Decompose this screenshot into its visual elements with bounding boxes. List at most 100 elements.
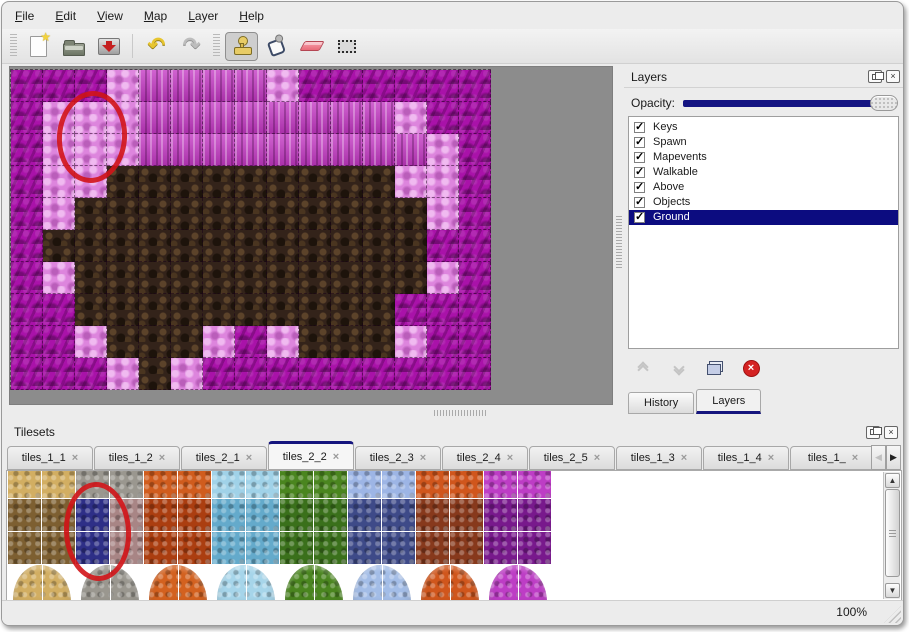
map-tile[interactable] xyxy=(331,294,363,326)
close-tab-icon[interactable]: × xyxy=(767,452,775,464)
scrollbar-thumb[interactable] xyxy=(885,489,900,577)
map-tile[interactable] xyxy=(459,166,491,198)
map-tile[interactable] xyxy=(395,326,427,358)
toolbar-drag-handle[interactable] xyxy=(10,34,17,58)
map-tile[interactable] xyxy=(171,70,203,102)
tileset-tab-tiles_2_1[interactable]: tiles_2_1 × xyxy=(181,446,267,470)
map-tile[interactable] xyxy=(107,166,139,198)
tileset-tile[interactable] xyxy=(314,499,347,531)
map-tile[interactable] xyxy=(427,326,459,358)
tileset-blob-tile[interactable] xyxy=(12,565,71,600)
map-tile[interactable] xyxy=(139,326,171,358)
delete-layer-button[interactable]: × xyxy=(738,357,764,379)
map-tile[interactable] xyxy=(395,102,427,134)
tileset-tile[interactable] xyxy=(42,499,75,531)
map-tile[interactable] xyxy=(459,70,491,102)
tileset-tile[interactable] xyxy=(246,532,279,564)
map-tile[interactable] xyxy=(107,102,139,134)
layer-visibility-checkbox[interactable]: ✓ xyxy=(634,196,645,208)
tileset-blob-tile[interactable] xyxy=(216,565,275,600)
map-tile[interactable] xyxy=(395,358,427,390)
map-tile[interactable] xyxy=(363,102,395,134)
map-tile[interactable] xyxy=(43,294,75,326)
tileset-tile[interactable] xyxy=(518,471,551,498)
close-tab-icon[interactable]: × xyxy=(71,452,79,464)
map-tile[interactable] xyxy=(395,198,427,230)
map-tile[interactable] xyxy=(299,198,331,230)
map-tile[interactable] xyxy=(395,230,427,262)
close-panel-button[interactable]: × xyxy=(884,425,898,439)
map-tile[interactable] xyxy=(11,102,43,134)
tileset-tab-tiles_2_2[interactable]: tiles_2_2 × xyxy=(268,441,354,470)
opacity-slider[interactable] xyxy=(683,95,898,111)
map-tile[interactable] xyxy=(235,230,267,262)
dock-tab-layers[interactable]: Layers xyxy=(696,389,762,414)
map-tile[interactable] xyxy=(203,358,235,390)
save-file-button[interactable] xyxy=(92,32,125,61)
vertical-splitter[interactable] xyxy=(615,66,623,405)
toolbar-drag-handle[interactable] xyxy=(213,34,220,58)
map-tile[interactable] xyxy=(75,230,107,262)
map-tile[interactable] xyxy=(11,230,43,262)
map-tile[interactable] xyxy=(75,198,107,230)
undo-button[interactable]: ↶ xyxy=(140,32,173,61)
map-tile[interactable] xyxy=(363,262,395,294)
map-tile[interactable] xyxy=(203,230,235,262)
tileset-blob-tile[interactable] xyxy=(488,565,547,600)
map-tile[interactable] xyxy=(11,198,43,230)
map-tile[interactable] xyxy=(107,198,139,230)
map-tile[interactable] xyxy=(363,70,395,102)
map-tile[interactable] xyxy=(203,326,235,358)
tileset-tab-tiles_2_5[interactable]: tiles_2_5 × xyxy=(529,446,615,470)
tileset-tile[interactable] xyxy=(280,471,313,498)
map-tile[interactable] xyxy=(43,134,75,166)
map-tile[interactable] xyxy=(427,294,459,326)
tileset-tile[interactable] xyxy=(484,532,517,564)
map-tile[interactable] xyxy=(267,262,299,294)
map-tile[interactable] xyxy=(299,326,331,358)
scroll-tabs-left-icon[interactable]: ◀ xyxy=(871,445,886,470)
tileset-tile[interactable] xyxy=(42,532,75,564)
duplicate-layer-button[interactable] xyxy=(702,357,728,379)
tileset-tile[interactable] xyxy=(144,471,177,498)
close-tab-icon[interactable]: × xyxy=(506,452,514,464)
map-tile[interactable] xyxy=(331,262,363,294)
map-tile[interactable] xyxy=(171,198,203,230)
tileset-blob-tile[interactable] xyxy=(352,565,411,600)
map-tile[interactable] xyxy=(75,262,107,294)
map-tile[interactable] xyxy=(171,166,203,198)
map-tile[interactable] xyxy=(299,70,331,102)
map-tile[interactable] xyxy=(363,198,395,230)
map-tile[interactable] xyxy=(395,134,427,166)
map-tile[interactable] xyxy=(107,134,139,166)
map-tile[interactable] xyxy=(11,70,43,102)
map-tile[interactable] xyxy=(139,102,171,134)
menu-map[interactable]: Map xyxy=(143,8,168,23)
map-tile[interactable] xyxy=(43,358,75,390)
map-tile[interactable] xyxy=(171,326,203,358)
map-tile[interactable] xyxy=(459,230,491,262)
tileset-tile[interactable] xyxy=(8,532,41,564)
tileset-tab-tiles_1_2[interactable]: tiles_1_2 × xyxy=(94,446,180,470)
map-tile[interactable] xyxy=(107,326,139,358)
map-tile[interactable] xyxy=(427,198,459,230)
map-tile[interactable] xyxy=(331,134,363,166)
tileset-tile[interactable] xyxy=(450,532,483,564)
map-tile[interactable] xyxy=(107,70,139,102)
map-tile[interactable] xyxy=(331,326,363,358)
map-tile[interactable] xyxy=(43,198,75,230)
map-tile[interactable] xyxy=(75,166,107,198)
close-tab-icon[interactable]: × xyxy=(419,452,427,464)
tileset-tile[interactable] xyxy=(382,532,415,564)
map-tile[interactable] xyxy=(11,358,43,390)
layer-visibility-checkbox[interactable]: ✓ xyxy=(634,211,645,223)
map-tile[interactable] xyxy=(75,294,107,326)
close-tab-icon[interactable]: × xyxy=(680,452,688,464)
map-tile[interactable] xyxy=(395,70,427,102)
layer-row-keys[interactable]: ✓ Keys xyxy=(629,120,898,135)
map-tile[interactable] xyxy=(395,294,427,326)
map-tile[interactable] xyxy=(427,166,459,198)
tileset-tile[interactable] xyxy=(110,471,143,498)
map-tile[interactable] xyxy=(363,230,395,262)
redo-button[interactable]: ↷ xyxy=(175,32,208,61)
